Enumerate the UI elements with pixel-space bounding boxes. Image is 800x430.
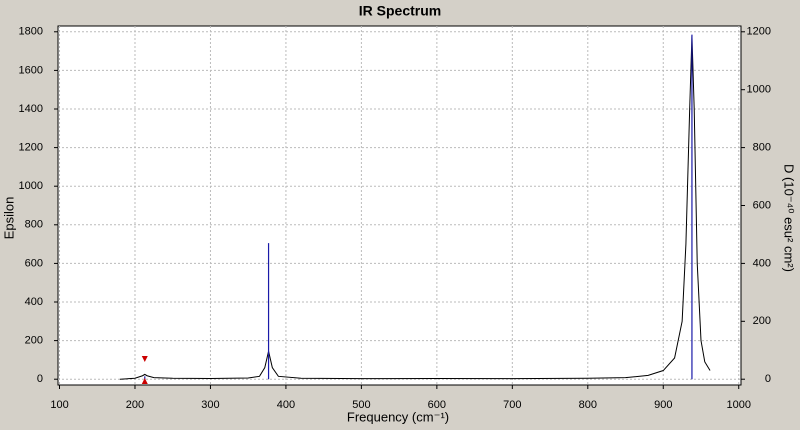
y-tick-label: 0 (37, 373, 43, 385)
y2-tick-label: 200 (753, 315, 771, 327)
x-axis-label: Frequency (cm⁻¹) (347, 409, 449, 424)
y-tick-label: 1000 (19, 180, 43, 192)
y-axis-label: Epsilon (1, 197, 16, 240)
y2-tick-label: 0 (765, 373, 771, 385)
selection-marker (141, 378, 148, 384)
x-tick-label: 1000 (726, 399, 750, 411)
y-tick-label: 400 (25, 296, 43, 308)
y-tick-label: 1800 (19, 26, 43, 38)
x-tick-label: 500 (352, 399, 370, 411)
y2-tick-label: 1200 (747, 26, 771, 38)
selection-marker (141, 356, 148, 362)
plot-area (57, 25, 742, 386)
x-tick-label: 300 (201, 399, 219, 411)
chart-title: IR Spectrum (359, 3, 441, 19)
y-tick-label: 200 (25, 335, 43, 347)
x-tick-label: 100 (50, 399, 68, 411)
x-tick-label: 700 (503, 399, 521, 411)
x-tick-label: 200 (126, 399, 144, 411)
y2-tick-label: 800 (753, 142, 771, 154)
x-tick-label: 800 (579, 399, 597, 411)
y2-tick-label: 600 (753, 199, 771, 211)
x-tick-label: 400 (277, 399, 295, 411)
y-tick-label: 1600 (19, 64, 43, 76)
y-tick-label: 1400 (19, 103, 43, 115)
x-tick-label: 900 (654, 399, 672, 411)
y2-tick-label: 400 (753, 257, 771, 269)
y-tick-label: 800 (25, 219, 43, 231)
x-tick-label: 600 (428, 399, 446, 411)
y2-axis-label: D (10⁻⁴⁰ esu² cm²) (782, 164, 797, 272)
y-tick-label: 600 (25, 257, 43, 269)
y2-tick-label: 1000 (747, 84, 771, 96)
y-tick-label: 1200 (19, 142, 43, 154)
